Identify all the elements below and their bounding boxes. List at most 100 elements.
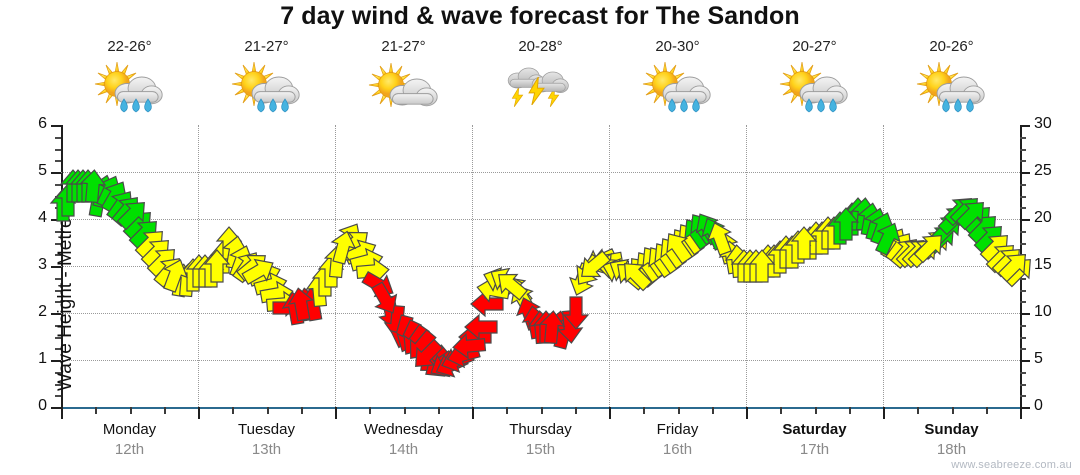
temperature-range: 20-26° [929, 38, 974, 55]
left-axis-minor-tick [55, 348, 61, 351]
wind-arrow [463, 313, 498, 341]
wind-arrow [489, 264, 532, 306]
day-label-saturday: Saturday 17th [746, 420, 883, 460]
horizontal-gridline [61, 360, 1020, 361]
x-axis-minor-tick [163, 407, 166, 414]
day-header-strip: 22-26° 21-27° [61, 36, 1020, 118]
wind-arrow [405, 334, 447, 376]
x-axis-minor-tick [266, 407, 269, 414]
left-axis-tick-label: 0 [38, 397, 47, 414]
wind-arrow [79, 168, 108, 204]
day-header-saturday: 20-27° [746, 36, 883, 118]
right-axis-tick [1020, 407, 1030, 409]
x-axis-minor-tick [711, 407, 714, 414]
right-axis-tick [1020, 125, 1030, 127]
left-axis-minor-tick [55, 183, 61, 186]
day-date: 16th [662, 441, 693, 458]
horizontal-gridline [61, 219, 1020, 220]
sun-cloud-rain-icon [914, 59, 990, 115]
day-divider-gridline [883, 125, 884, 407]
right-axis-tick-label: 20 [1034, 209, 1052, 226]
temperature-range: 21-27° [381, 38, 426, 55]
left-axis-minor-tick [55, 289, 61, 292]
wind-arrow [790, 225, 818, 260]
left-axis-tick [51, 313, 61, 315]
x-axis-minor-tick [848, 407, 851, 414]
temperature-range: 21-27° [244, 38, 289, 55]
x-axis-minor-tick [369, 407, 372, 414]
right-axis-tick-label: 0 [1034, 397, 1043, 414]
sun-cloud-rain-icon [92, 59, 168, 115]
right-axis-minor-tick [1020, 336, 1026, 339]
wind-arrow [112, 193, 154, 235]
sun-cloud-rain-icon [777, 59, 853, 115]
thunderstorm-icon [503, 59, 579, 115]
left-axis-minor-tick [55, 383, 61, 386]
wind-arrow [326, 227, 360, 267]
left-axis-tick [51, 219, 61, 221]
temperature-range: 20-27° [792, 38, 837, 55]
left-axis-minor-tick [55, 148, 61, 151]
left-axis-minor-tick [55, 371, 61, 374]
left-axis-tick-label: 4 [38, 209, 47, 226]
wind-arrow [702, 217, 738, 258]
right-axis-tick [1020, 219, 1030, 221]
right-axis-minor-tick [1020, 242, 1026, 245]
wind-arrow [869, 217, 907, 259]
day-header-friday: 20-30° [609, 36, 746, 118]
page-title: 7 day wind & wave forecast for The Sando… [280, 2, 800, 30]
right-axis-minor-tick [1020, 277, 1026, 280]
wind-arrow [157, 255, 193, 296]
left-axis-minor-tick [55, 254, 61, 257]
x-axis-day-tick [198, 407, 200, 419]
wind-arrow [748, 249, 776, 283]
right-axis-minor-tick [1020, 395, 1026, 398]
day-date: 15th [525, 441, 556, 458]
left-axis-label: Wave Height - Metres [55, 207, 76, 391]
x-axis-day-tick [472, 407, 474, 419]
right-axis-minor-tick [1020, 183, 1026, 186]
wind-arrow [832, 206, 860, 241]
day-header-monday: 22-26° [61, 36, 198, 118]
day-label-sunday: Sunday 18th [883, 420, 1020, 460]
right-axis-tick-label: 5 [1034, 350, 1043, 367]
wind-arrow [538, 309, 567, 345]
right-axis-minor-tick [1020, 230, 1026, 233]
left-axis-minor-tick [55, 336, 61, 339]
x-axis-minor-tick [677, 407, 680, 414]
sun-cloud-rain-icon [229, 59, 305, 115]
x-axis-minor-tick [780, 407, 783, 414]
day-date: 17th [799, 441, 830, 458]
left-axis-tick [51, 125, 61, 127]
x-axis-minor-tick [643, 407, 646, 414]
day-name: Tuesday [238, 421, 295, 438]
wind-arrow [285, 285, 317, 323]
wind-arrow [556, 309, 585, 345]
right-axis-minor-tick [1020, 324, 1026, 327]
x-axis-day-tick [883, 407, 885, 419]
left-axis-minor-tick [55, 242, 61, 245]
day-label-friday: Friday 16th [609, 420, 746, 460]
left-axis-minor-tick [55, 395, 61, 398]
right-axis-tick [1020, 360, 1030, 362]
left-axis-tick [51, 172, 61, 174]
day-label-strip: Monday 12th Tuesday 13th Wednesday 14th Thursd… [61, 420, 1020, 472]
left-axis-minor-tick [55, 277, 61, 280]
right-axis-minor-tick [1020, 371, 1026, 374]
x-axis-day-tick [1020, 407, 1022, 419]
wind-arrow [203, 249, 231, 283]
day-header-tuesday: 21-27° [198, 36, 335, 118]
temperature-range: 20-28° [518, 38, 563, 55]
right-axis-tick-label: 25 [1034, 162, 1052, 179]
x-axis-minor-tick [951, 407, 954, 414]
right-axis-minor-tick [1020, 301, 1026, 304]
sun-cloud-rain-icon [640, 59, 716, 115]
day-label-tuesday: Tuesday 13th [198, 420, 335, 460]
x-axis-minor-tick [985, 407, 988, 414]
x-axis-minor-tick [300, 407, 303, 414]
wind-arrow [951, 193, 993, 235]
x-axis-day-tick [335, 407, 337, 419]
day-label-wednesday: Wednesday 14th [335, 420, 472, 460]
left-axis-tick [51, 407, 61, 409]
